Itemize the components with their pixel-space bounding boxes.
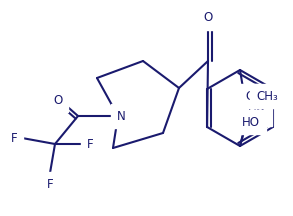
Text: F: F bbox=[87, 138, 94, 151]
Text: O: O bbox=[245, 89, 254, 103]
Text: HO: HO bbox=[248, 107, 266, 120]
Text: F: F bbox=[47, 178, 53, 191]
Text: F: F bbox=[10, 132, 17, 145]
Text: HO: HO bbox=[242, 116, 260, 129]
Text: N: N bbox=[117, 110, 125, 122]
Text: O: O bbox=[53, 94, 63, 106]
Text: CH₃: CH₃ bbox=[256, 89, 278, 103]
Text: O: O bbox=[203, 11, 213, 24]
